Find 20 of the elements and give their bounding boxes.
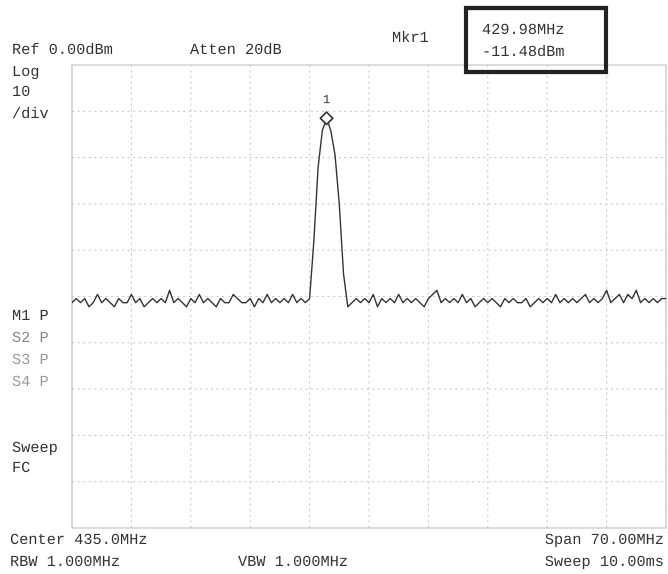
text: 429.98MHz — [482, 24, 564, 34]
text: Ref 0.00dBm — [13, 42, 112, 54]
text: 10 — [13, 86, 30, 96]
text: S3 P — [12, 354, 48, 364]
text: M1 P — [12, 310, 48, 320]
text: Log — [14, 66, 38, 80]
text: Span 70.00MHz — [545, 534, 663, 548]
text: -11.48dBm — [484, 44, 564, 56]
text: RBW 1.000MHz — [11, 556, 119, 566]
text: Mkr1 — [392, 30, 428, 42]
text: 1 — [324, 94, 330, 104]
text: Sweep — [12, 442, 57, 456]
text: Atten 20dB — [190, 42, 282, 54]
text: Center 435.0MHz — [10, 534, 146, 544]
text: S4 P — [12, 376, 48, 386]
text: VBW 1.000MHz — [238, 556, 347, 566]
text: /div — [12, 106, 48, 118]
text: S2 P — [12, 332, 48, 342]
text: FC — [13, 462, 30, 472]
text: Sweep 10.00ms — [545, 556, 663, 570]
